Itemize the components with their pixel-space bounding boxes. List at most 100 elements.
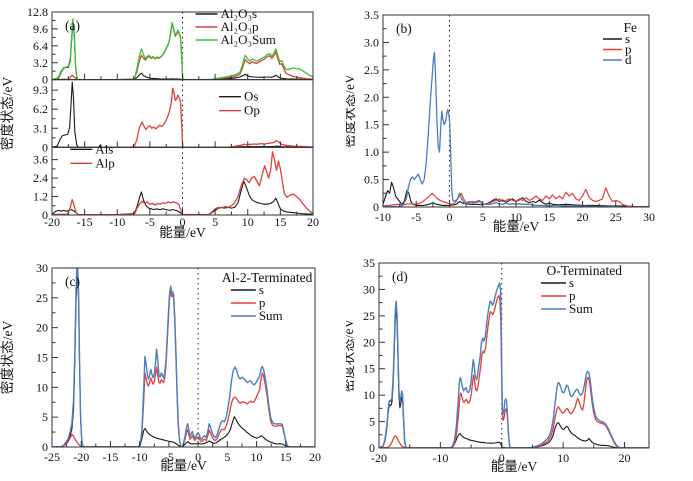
legend-label: Al₂O₃Sum: [221, 32, 276, 47]
x-tick-label: -10: [109, 215, 125, 229]
legend-label: Op: [244, 103, 260, 118]
d-series-d-Sum: [379, 282, 649, 448]
b-series-Fe-d: [383, 51, 649, 207]
legend-label: s: [259, 282, 264, 297]
x-tick-label: 5: [212, 215, 218, 229]
axes-border: [51, 267, 316, 448]
legend-label: Sum: [569, 301, 593, 316]
d-legend-title: O-Terminated: [546, 263, 622, 278]
d-xlabel: 能量/eV: [491, 459, 538, 474]
y-tick-label: 20: [363, 335, 375, 349]
x-tick-label: 10: [242, 215, 254, 229]
legend-label: p: [569, 288, 576, 303]
y-tick-label: 30: [36, 261, 48, 275]
legend-label: Sum: [259, 308, 283, 323]
y-tick-label: 3.6: [33, 153, 48, 167]
legend-label: p: [259, 295, 266, 310]
panel-letter: (d): [392, 269, 408, 284]
x-tick-label: -25: [44, 450, 60, 464]
y-tick-label: 0: [369, 441, 375, 455]
c-legend-title: Al-2-Terminated: [222, 270, 313, 285]
x-tick-label: 0: [499, 451, 505, 465]
d-series-d-p: [379, 295, 649, 448]
d-series-d-s: [379, 308, 649, 448]
x-tick-label: 10: [557, 451, 569, 465]
panel-c-chart: 0 5 10 15 20 25 30 -25 -20 -15 -10 -5 0 5 10 15 20 Al-2-T…: [0, 240, 346, 481]
y-tick-label: 5: [369, 415, 375, 429]
y-tick-label: 9.3: [33, 83, 48, 97]
x-tick-label: 10: [251, 450, 263, 464]
x-tick-label: 10: [510, 210, 522, 224]
c-series-c-s: [52, 278, 315, 447]
x-tick-label: 20: [618, 451, 630, 465]
x-tick-label: 25: [610, 210, 622, 224]
a-ylabel: 密度状态/eV: [0, 77, 15, 151]
x-tick-label: 20: [577, 210, 589, 224]
y-tick-label: 3.5: [364, 8, 379, 22]
x-tick-label: 20: [307, 215, 319, 229]
y-tick-label: 25: [36, 291, 48, 305]
y-tick-label: 3.1: [33, 121, 48, 135]
b-legend-title: Fe: [624, 20, 638, 35]
panel-c-subpanel-0: 0 5 10 15 20 25 30 -25 -20 -15 -10 -5 0 5 10 15 20 Al-2-T…: [36, 261, 321, 464]
y-tick-label: 25: [363, 309, 375, 323]
axes-border: [382, 14, 650, 208]
x-tick-label: 0: [447, 210, 453, 224]
y-tick-label: 30: [363, 282, 375, 296]
x-tick-label: -15: [77, 215, 93, 229]
c-series-c-p: [52, 290, 315, 447]
x-tick-label: 15: [274, 215, 286, 229]
y-tick-label: 15: [36, 351, 48, 365]
y-tick-label: 2.0: [364, 90, 379, 104]
y-tick-label: 0: [373, 200, 379, 214]
a-xlabel: 能量/eV: [159, 225, 206, 240]
x-tick-label: 15: [280, 450, 292, 464]
a-series-O-p: [52, 87, 313, 148]
x-tick-label: 5: [480, 210, 486, 224]
x-tick-label: -5: [145, 215, 155, 229]
a-series-Al-p: [52, 151, 313, 215]
b-ylabel: 密度状态/eV: [346, 74, 357, 148]
y-tick-label: 1.2: [33, 190, 48, 204]
legend-label: Al₂O₃s: [221, 6, 258, 21]
x-tick-label: -20: [44, 215, 60, 229]
x-tick-label: -10: [132, 450, 148, 464]
y-tick-label: 1.0: [364, 145, 379, 159]
y-tick-label: 2.5: [364, 63, 379, 77]
y-tick-label: 2.4: [33, 171, 48, 185]
x-tick-label: -5: [164, 450, 174, 464]
y-tick-label: 12.8: [27, 5, 48, 19]
legend-label: Al₂O₃p: [221, 19, 259, 34]
y-tick-label: 3.2: [33, 56, 48, 70]
panel-b-subpanel-0: 0 0.5 1.0 1.5 2.0 2.5 3.0 3.5 -10 -5 0 5 10 15 20 25 30 F…: [364, 8, 655, 224]
x-tick-label: 15: [543, 210, 555, 224]
legend-label: Os: [244, 89, 258, 104]
legend-label: s: [625, 31, 630, 46]
y-tick-label: 35: [363, 256, 375, 270]
c-ylabel: 密度状态/eV: [0, 321, 15, 395]
y-tick-label: 15: [363, 362, 375, 376]
panel-b-chart: 0 0.5 1.0 1.5 2.0 2.5 3.0 3.5 -10 -5 0 5 10 15 20 25 30 F…: [346, 0, 693, 240]
y-tick-label: 1.5: [364, 118, 379, 132]
y-tick-label: 6.4: [33, 39, 48, 53]
y-tick-label: 0: [42, 73, 48, 87]
x-tick-label: -10: [432, 451, 448, 465]
y-tick-label: 3.0: [364, 35, 379, 49]
y-tick-label: 0: [42, 208, 48, 222]
y-tick-label: 0.5: [364, 173, 379, 187]
x-tick-label: 0: [180, 215, 186, 229]
legend-label: d: [625, 52, 632, 67]
x-tick-label: -10: [375, 210, 391, 224]
y-tick-label: 9.6: [33, 22, 48, 36]
x-tick-label: 5: [224, 450, 230, 464]
b-xlabel: 能量/eV: [493, 219, 540, 234]
y-tick-label: 0: [42, 440, 48, 454]
y-tick-label: 10: [36, 380, 48, 394]
